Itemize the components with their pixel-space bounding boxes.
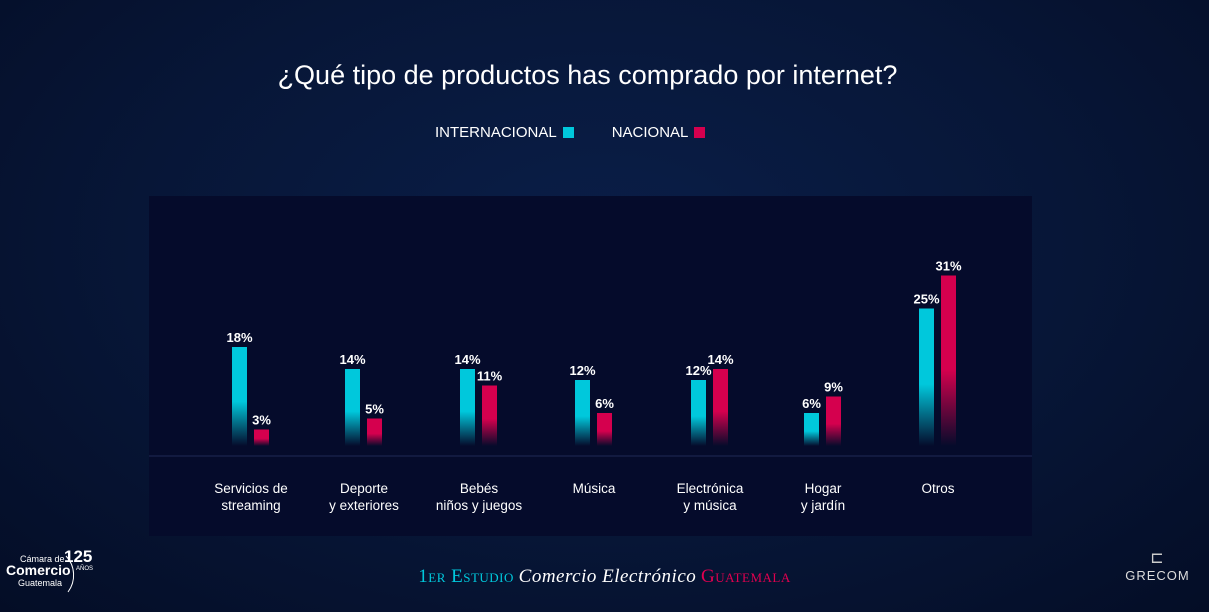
chart-title: ¿Qué tipo de productos has comprado por … bbox=[277, 60, 898, 90]
category-label: Bebés bbox=[460, 481, 499, 496]
bar-internacional-1 bbox=[345, 369, 360, 446]
svg-text:Cámara de: Cámara de bbox=[20, 554, 65, 564]
category-label: streaming bbox=[221, 498, 280, 513]
legend-item-nacional: NACIONAL bbox=[612, 124, 706, 141]
bar-internacional-3 bbox=[575, 380, 590, 446]
svg-text:AÑOS: AÑOS bbox=[76, 565, 93, 572]
data-label: 14% bbox=[339, 352, 365, 367]
data-label: 31% bbox=[935, 259, 961, 274]
data-label: 25% bbox=[913, 292, 939, 307]
svg-text:Guatemala: Guatemala bbox=[18, 578, 62, 588]
data-label: 5% bbox=[365, 402, 384, 417]
bar-internacional-2 bbox=[460, 369, 475, 446]
category-label: Electrónica bbox=[677, 481, 744, 496]
data-label: 11% bbox=[477, 369, 503, 384]
category-label: Hogar bbox=[805, 481, 842, 496]
grecom-logo: ⊏ GRECOM bbox=[1120, 548, 1195, 583]
footer-title: 1er Estudio Comercio Electrónico Guatema… bbox=[0, 566, 1209, 588]
svg-text:125: 125 bbox=[64, 548, 92, 566]
data-label: 14% bbox=[454, 352, 480, 367]
category-label: niños y juegos bbox=[436, 498, 523, 513]
legend-swatch bbox=[694, 127, 706, 138]
category-label: Servicios de bbox=[214, 481, 288, 496]
footer-part1: 1er Estudio bbox=[418, 566, 514, 587]
category-label: Música bbox=[573, 481, 616, 496]
grecom-logo-text: GRECOM bbox=[1125, 568, 1190, 583]
legend-label: NACIONAL bbox=[611, 124, 689, 141]
camara-comercio-logo: Cámara de Comercio Guatemala 125 AÑOS bbox=[6, 547, 106, 598]
data-label: 3% bbox=[252, 413, 271, 428]
category-label: y jardín bbox=[801, 498, 845, 513]
data-label: 6% bbox=[802, 396, 821, 411]
footer-part3: Guatemala bbox=[701, 566, 791, 587]
data-label: 18% bbox=[226, 330, 252, 345]
bar-internacional-5 bbox=[804, 413, 819, 446]
bar-nacional-2 bbox=[482, 385, 497, 446]
bar-internacional-4 bbox=[691, 380, 706, 446]
category-label: y exteriores bbox=[329, 498, 399, 513]
svg-text:Comercio: Comercio bbox=[6, 562, 71, 578]
bar-nacional-4 bbox=[713, 369, 728, 446]
bar-nacional-1 bbox=[367, 418, 382, 446]
data-label: 12% bbox=[685, 363, 711, 378]
data-label: 6% bbox=[595, 396, 614, 411]
legend-swatch bbox=[562, 127, 574, 138]
category-label: y música bbox=[683, 498, 737, 513]
legend-item-internacional: INTERNACIONAL bbox=[435, 124, 574, 141]
bar-nacional-5 bbox=[826, 396, 841, 446]
bar-internacional-6 bbox=[919, 308, 934, 446]
data-label: 12% bbox=[569, 363, 595, 378]
bar-internacional-0 bbox=[232, 347, 247, 446]
bar-nacional-0 bbox=[254, 429, 269, 446]
data-label: 14% bbox=[707, 352, 733, 367]
legend: INTERNACIONAL NACIONAL bbox=[435, 124, 706, 141]
chart-panel bbox=[149, 196, 1032, 536]
category-label: Otros bbox=[921, 481, 954, 496]
legend-label: INTERNACIONAL bbox=[435, 124, 557, 141]
data-label: 9% bbox=[824, 380, 843, 395]
bar-nacional-3 bbox=[597, 413, 612, 446]
category-label: Deporte bbox=[340, 481, 388, 496]
bar-nacional-6 bbox=[941, 275, 956, 446]
footer-part2: Comercio Electrónico bbox=[518, 566, 697, 587]
cart-icon: ⊏ bbox=[1150, 550, 1165, 567]
